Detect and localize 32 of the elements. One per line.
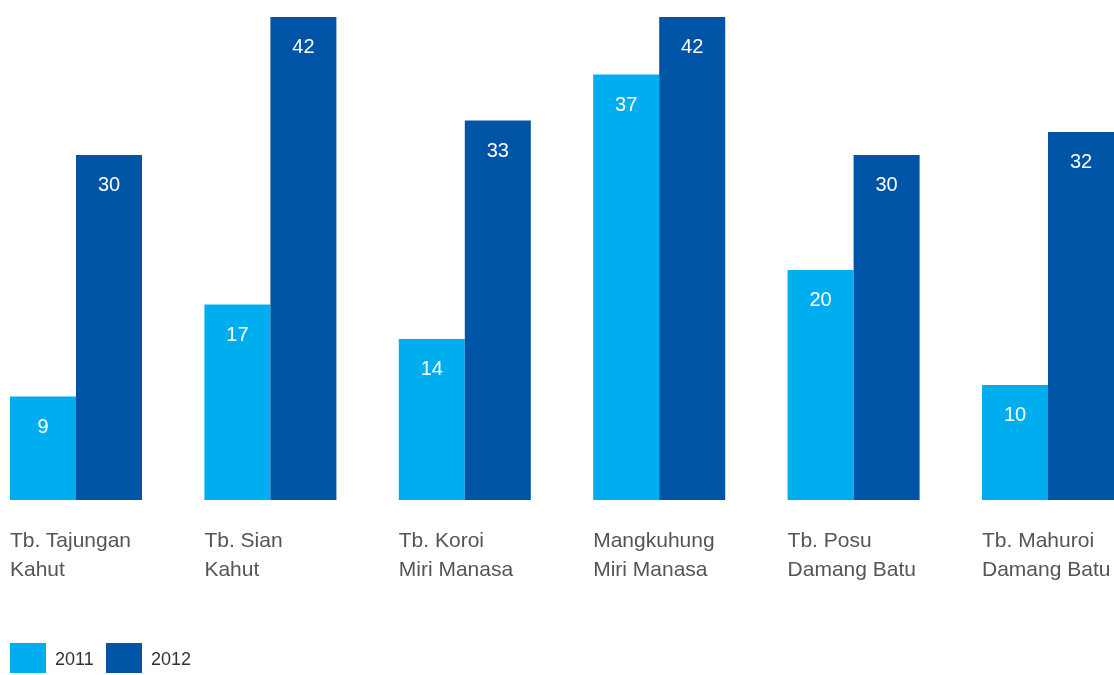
bar [593,74,660,500]
bar [659,17,726,500]
bar [982,385,1048,500]
data-label: 30 [97,173,121,195]
bar [204,304,271,500]
data-label: 14 [420,357,443,379]
bar [787,270,854,500]
data-label: 37 [615,92,638,115]
x-tick-label: Mangkuhung Miri Manasa [593,528,715,580]
data-label: 20 [809,288,832,310]
data-label: 42 [681,35,704,57]
data-label: 42 [292,35,315,57]
x-tick-label: Tb. Posu Damang Batu [787,528,917,580]
data-label: 32 [1069,150,1093,172]
bar [398,339,465,500]
x-tick-label: Tb. Mahuroi Damang Batu [982,528,1111,580]
bar [10,396,76,500]
x-tick-label: Tb. Sian Kahut [204,528,283,580]
data-label: 9 [37,414,49,437]
x-tick-label: Tb. Tajungan Kahut [10,528,132,580]
bar [76,155,142,500]
x-tick-label: Tb. Koroi Miri Manasa [398,528,514,580]
bar [1048,132,1114,500]
data-label: 33 [486,138,509,161]
bar [464,120,531,500]
legend-label: 2012 [151,649,192,669]
bar [853,155,920,500]
bar [270,17,337,500]
data-label: 30 [875,173,898,195]
data-label: 10 [1003,403,1027,425]
legend-label: 2011 [55,649,94,669]
data-label: 17 [226,322,249,345]
